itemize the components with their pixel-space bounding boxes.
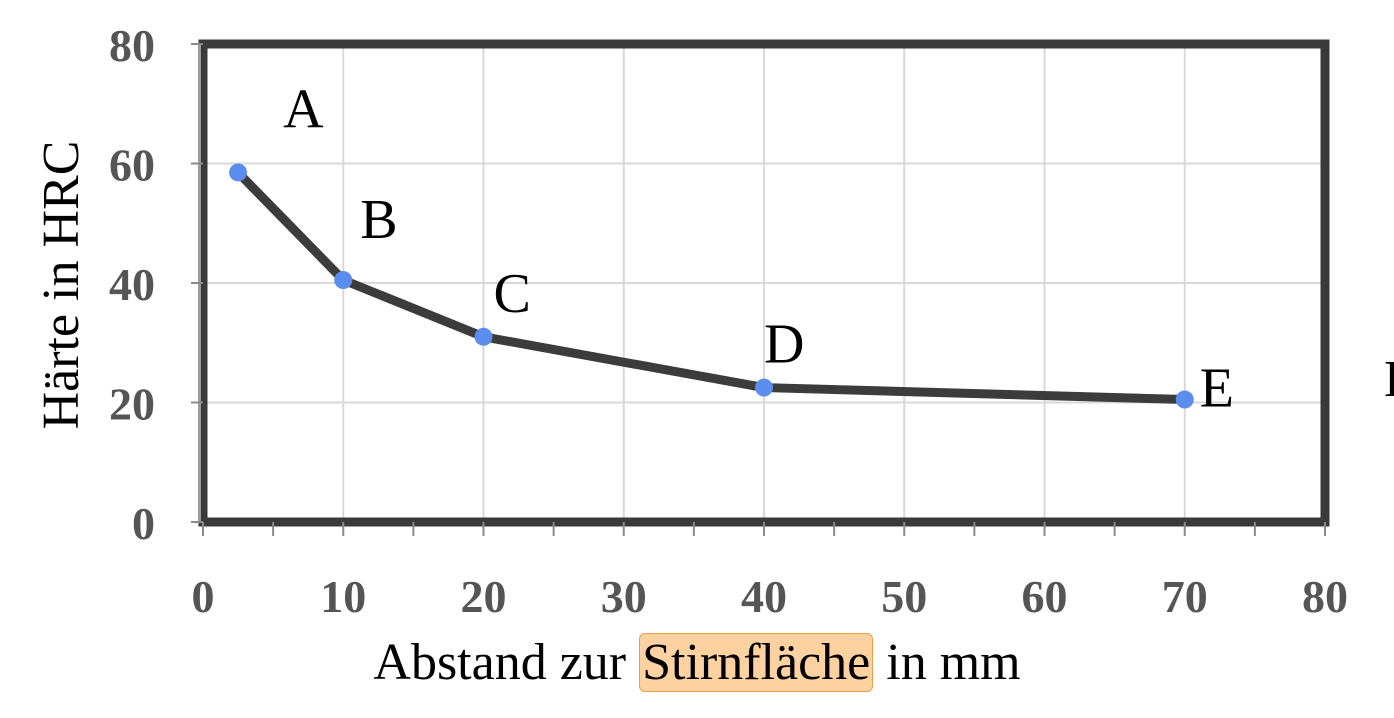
point-label-e: E	[1200, 358, 1234, 420]
x-tick-label-3: 30	[601, 571, 647, 622]
point-label-d: D	[764, 314, 804, 376]
x-tick-label-6: 60	[1022, 571, 1068, 622]
point-label-b: B	[360, 189, 397, 251]
y-tick-label-4: 80	[109, 20, 155, 71]
x-tick-label-7: 70	[1162, 571, 1208, 622]
x-tick-label-4: 40	[741, 571, 787, 622]
y-tick-label-0: 0	[132, 498, 155, 549]
x-tick-label-2: 20	[461, 571, 507, 622]
x-axis-title-part-1: Abstand zur	[373, 634, 640, 691]
grid	[202, 43, 1326, 523]
tick-labels: 0 10 20 30 40 50 60 70 80 0 20 40 60 80	[109, 20, 1348, 622]
data-point-d	[755, 378, 773, 397]
data-point-a	[229, 163, 248, 182]
x-tick-label-8: 80	[1302, 571, 1348, 622]
y-tick-label-3: 60	[109, 140, 155, 191]
x-tick-label-5: 50	[881, 571, 927, 622]
data-point-c	[474, 327, 493, 346]
y-axis-title: Härte in HRC	[33, 141, 90, 430]
data-point-e	[1175, 390, 1194, 409]
x-axis-title-highlight: Stirnfläche	[639, 633, 874, 692]
x-axis-title: Abstand zur Stirnfläche in mm	[0, 628, 1394, 698]
x-tick-label-1: 10	[320, 571, 366, 622]
x-tick-label-0: 0	[192, 571, 215, 622]
point-labels: AB C D E	[283, 78, 1234, 419]
point-label-c: C	[494, 263, 531, 325]
point-label-a: A	[283, 78, 324, 140]
data-point-b	[334, 271, 353, 290]
x-axis-title-part-3: in mm	[873, 634, 1021, 691]
axis-ticks	[191, 43, 1326, 536]
y-tick-label-2: 40	[109, 259, 155, 310]
y-tick-label-1: 20	[109, 379, 155, 430]
series-markers	[229, 163, 1194, 409]
clipped-edge-letter: E	[1384, 350, 1394, 410]
